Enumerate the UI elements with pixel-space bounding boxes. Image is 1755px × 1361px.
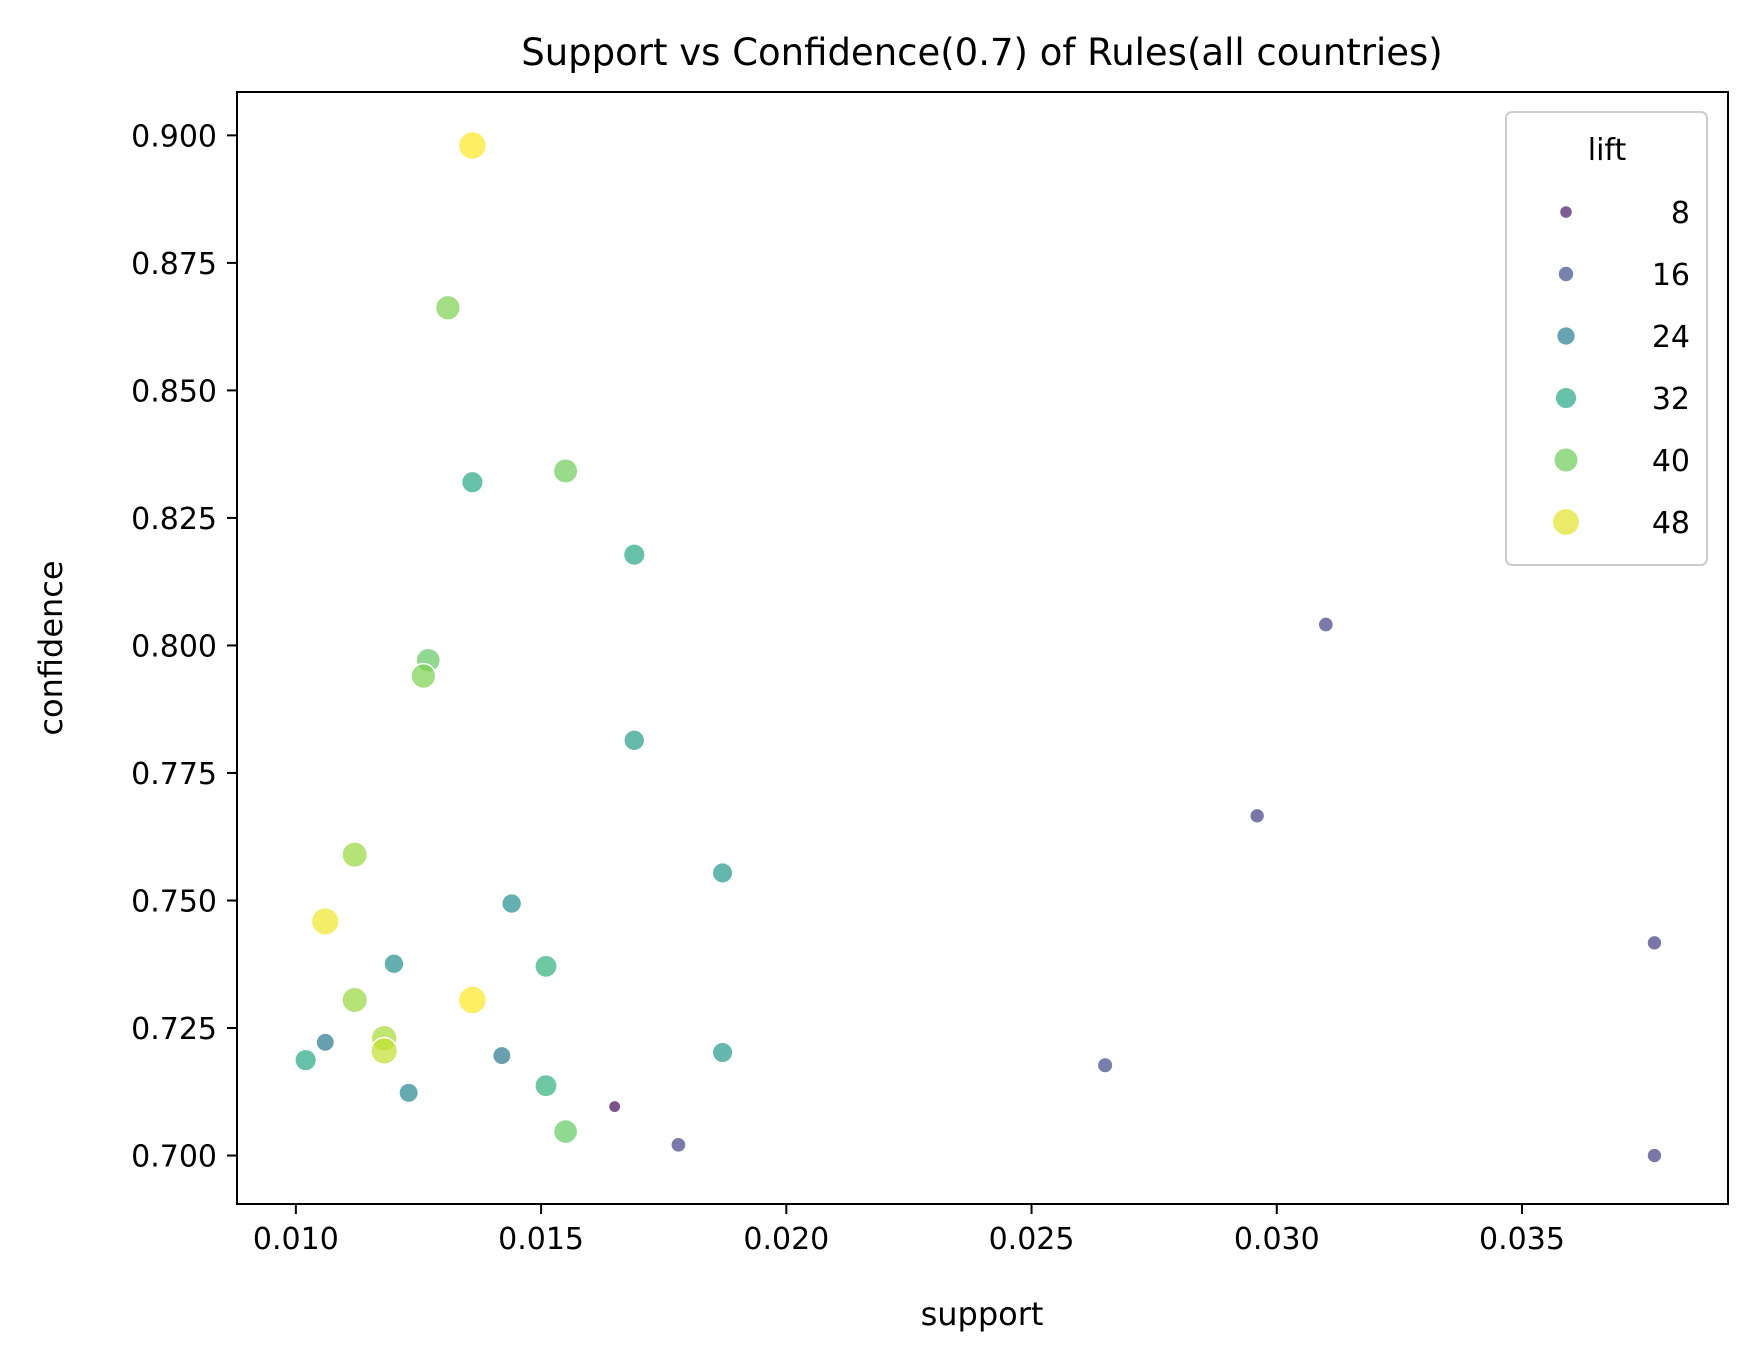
legend-marker bbox=[1555, 325, 1577, 347]
y-tick-label: 0.775 bbox=[131, 757, 217, 792]
y-tick-label: 0.800 bbox=[131, 629, 217, 664]
legend-label: 8 bbox=[1671, 196, 1690, 231]
data-point-4 bbox=[622, 543, 646, 567]
y-tick-label: 0.900 bbox=[131, 119, 217, 154]
data-point-27 bbox=[1096, 1056, 1114, 1074]
x-tick-label: 0.015 bbox=[498, 1222, 584, 1257]
data-point-30 bbox=[670, 1136, 687, 1154]
x-axis-label: support bbox=[921, 1295, 1044, 1333]
data-point-9 bbox=[1248, 807, 1266, 824]
y-tick-label: 0.700 bbox=[131, 1140, 217, 1175]
legend-label: 24 bbox=[1652, 320, 1690, 355]
x-tick-label: 0.030 bbox=[1234, 1222, 1320, 1257]
data-point-17 bbox=[457, 985, 488, 1015]
plot-area-frame bbox=[236, 91, 1729, 1205]
data-point-15 bbox=[534, 954, 558, 979]
data-point-2 bbox=[460, 470, 484, 494]
legend-marker bbox=[1558, 204, 1574, 220]
y-axis: 0.700 0.725 0.750 0.775 0.800 0.825 0.850 0.875… bbox=[131, 119, 237, 1175]
x-tick-label: 0.025 bbox=[989, 1222, 1075, 1257]
data-point-20 bbox=[370, 1036, 399, 1066]
data-point-13 bbox=[500, 892, 523, 915]
y-tick-label: 0.825 bbox=[131, 502, 217, 537]
data-point-26 bbox=[534, 1073, 558, 1098]
data-point-24 bbox=[711, 1041, 734, 1064]
data-point-31 bbox=[1646, 1147, 1663, 1164]
y-tick-label: 0.750 bbox=[131, 884, 217, 919]
legend-label: 32 bbox=[1652, 382, 1690, 417]
data-point-6 bbox=[410, 662, 437, 690]
data-point-12 bbox=[711, 861, 734, 884]
legend: lift 8 16 24 32 40 48 bbox=[1505, 111, 1708, 566]
x-tick-label: 0.010 bbox=[253, 1222, 339, 1257]
data-point-25 bbox=[398, 1082, 420, 1104]
points-layer bbox=[294, 130, 1663, 1164]
data-point-14 bbox=[383, 953, 405, 975]
legend-label: 16 bbox=[1652, 258, 1690, 293]
legend-label: 48 bbox=[1652, 506, 1690, 541]
legend-marker bbox=[1557, 265, 1575, 283]
data-point-0 bbox=[457, 130, 488, 161]
x-tick-label: 0.020 bbox=[743, 1222, 829, 1257]
legend-marker bbox=[1551, 507, 1581, 537]
chart-title: Support vs Confidence(0.7) of Rules(all … bbox=[521, 31, 1443, 74]
y-tick-label: 0.725 bbox=[131, 1012, 217, 1047]
data-point-23 bbox=[491, 1045, 512, 1066]
y-axis-label: confidence bbox=[32, 560, 70, 735]
x-tick-label: 0.035 bbox=[1479, 1222, 1565, 1257]
legend-marker bbox=[1553, 447, 1579, 473]
data-point-22 bbox=[294, 1048, 318, 1072]
data-point-21 bbox=[315, 1032, 336, 1053]
data-point-18 bbox=[1646, 934, 1663, 952]
data-point-1 bbox=[434, 294, 462, 321]
data-point-10 bbox=[341, 841, 369, 869]
data-point-28 bbox=[607, 1099, 622, 1114]
y-tick-label: 0.850 bbox=[131, 374, 217, 409]
data-point-3 bbox=[552, 458, 579, 484]
data-point-7 bbox=[623, 729, 646, 752]
data-point-8 bbox=[1317, 616, 1335, 633]
data-point-29 bbox=[552, 1118, 579, 1145]
legend-marker bbox=[1554, 386, 1578, 410]
y-tick-label: 0.875 bbox=[131, 247, 217, 282]
legend-label: 40 bbox=[1652, 444, 1690, 479]
x-axis: 0.010 0.015 0.020 0.025 0.030 0.035 bbox=[253, 1204, 1565, 1257]
data-point-11 bbox=[310, 906, 340, 936]
data-point-16 bbox=[341, 986, 369, 1014]
legend-title: lift bbox=[1588, 133, 1627, 168]
